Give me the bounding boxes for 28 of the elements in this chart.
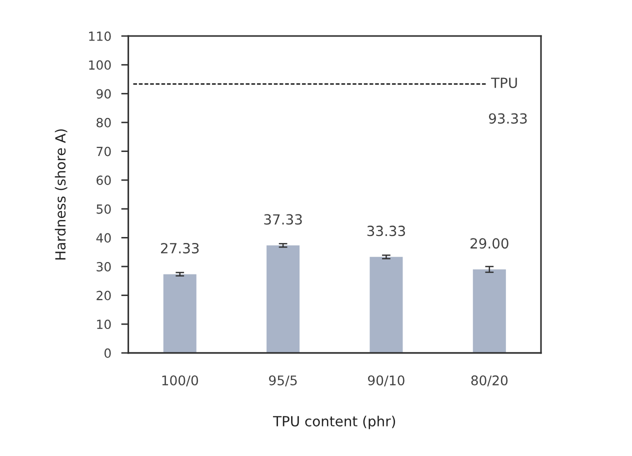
- y-tick-label: 80: [96, 118, 111, 128]
- y-tick-label: 40: [96, 233, 111, 243]
- data-label: 27.33: [161, 242, 199, 254]
- y-tick-label: 90: [96, 89, 111, 99]
- y-tick-label: 110: [89, 31, 111, 41]
- data-label: 29.00: [470, 238, 508, 249]
- bar: [370, 256, 403, 353]
- annotation: 93.33: [488, 113, 527, 124]
- y-tick-label: 30: [96, 262, 111, 272]
- x-tick-label: 95/5: [269, 375, 297, 386]
- y-tick-label: 20: [96, 290, 111, 300]
- y-tick-label: 70: [96, 146, 111, 156]
- bar: [266, 245, 300, 353]
- y-tick-label: 100: [89, 60, 111, 70]
- ref-line-label: TPU: [491, 78, 517, 88]
- data-label: 37.33: [264, 214, 302, 225]
- data-label: 33.33: [367, 226, 405, 236]
- bar: [163, 274, 196, 353]
- y-tick-label: 0: [104, 348, 111, 358]
- y-tick-label: 60: [96, 176, 111, 186]
- x-tick-label: 100/0: [162, 375, 198, 386]
- y-tick-label: 50: [96, 204, 111, 214]
- x-tick-label: 90/10: [368, 375, 404, 386]
- x-tick-label: 80/20: [471, 375, 508, 386]
- bar: [472, 269, 506, 353]
- y-tick-label: 10: [97, 320, 111, 330]
- x-axis-title: TPU content (phr): [273, 416, 396, 430]
- y-axis-title: Hardness (shore A): [54, 129, 68, 260]
